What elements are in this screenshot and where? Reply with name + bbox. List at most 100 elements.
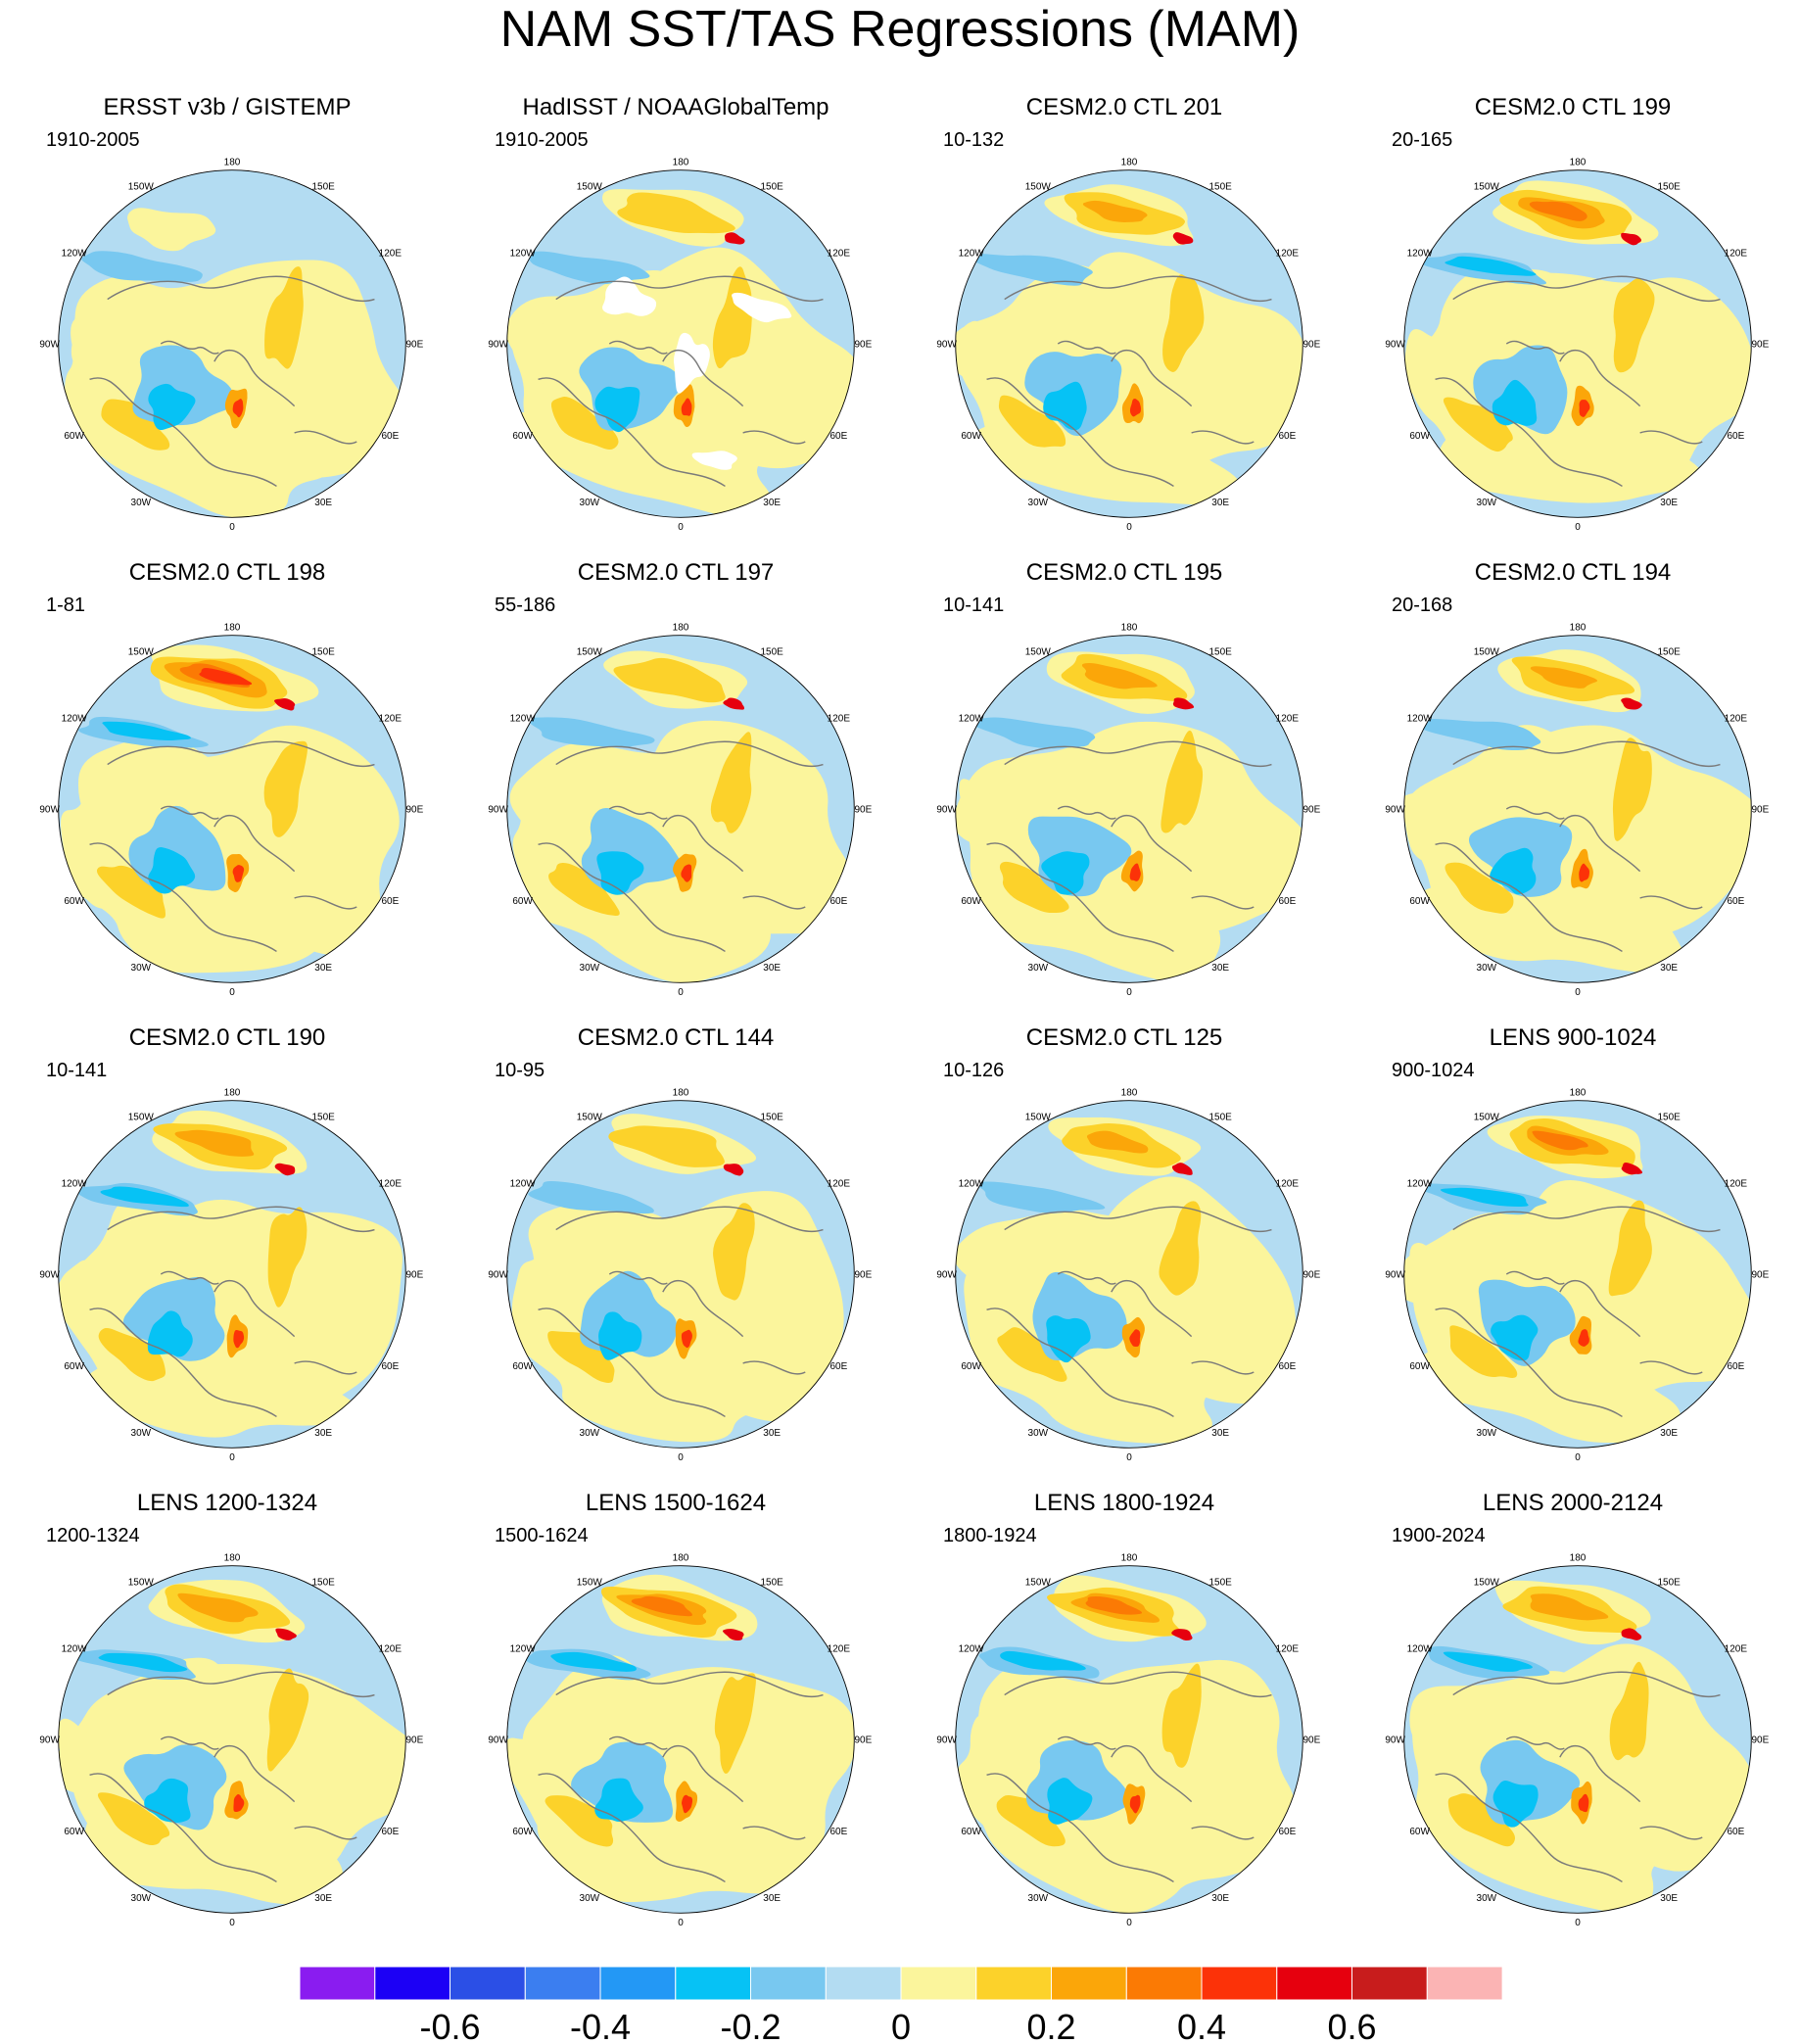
europe-warm-core <box>1579 863 1589 882</box>
longitude-label: 30E <box>763 1893 781 1904</box>
coastline <box>1191 1360 1255 1375</box>
longitude-label: 0 <box>678 1452 684 1463</box>
polar-map: 180 150E 120E 90E 60E 30E 0 30W 60W 90W 120W 150W <box>488 1087 872 1463</box>
figure-title: NAM SST/TAS Regressions (MAM) <box>499 1 1301 58</box>
coastline <box>1057 340 1116 355</box>
coastline <box>89 1773 277 1883</box>
coastline <box>1559 815 1641 873</box>
longitude-label: 60E <box>1278 1827 1296 1837</box>
coastline <box>1435 842 1623 953</box>
polar-map: 180 150E 120E 90E 60E 30E 0 30W 60W 90W 120W 150W <box>1385 1552 1769 1928</box>
coastline <box>608 340 668 355</box>
coastline <box>213 815 296 873</box>
longitude-label: 180 <box>224 622 241 633</box>
siberia-hotspot <box>722 1629 744 1641</box>
coastline <box>294 1826 357 1840</box>
cold-lobe-core <box>1047 1778 1093 1825</box>
coastline <box>1004 740 1272 767</box>
map-panel: CESM2.0 CTL 199 180 150E 120E 90E 60E 30E 0 30W 6… <box>1352 93 1793 553</box>
polar-map: 180 150E 120E 90E 60E 30E 0 30W 60W 90W 120W 150W <box>39 157 423 533</box>
longitude-label: 120E <box>379 248 403 259</box>
warm-band-atlantic <box>96 865 166 919</box>
longitude-label: 0 <box>1575 987 1581 998</box>
longitude-label: 90E <box>854 340 872 351</box>
coastline <box>1452 740 1721 767</box>
pacific-lobe-core <box>1086 1130 1149 1154</box>
coastline <box>1191 430 1255 445</box>
map-boundary <box>955 169 1303 518</box>
longitude-label: 0 <box>1575 522 1581 533</box>
warm-band-atlantic <box>545 1795 614 1847</box>
warm-band-atlantic <box>999 861 1069 914</box>
longitude-label: 180 <box>673 1087 689 1098</box>
pacific-lobe-peak <box>631 1595 693 1617</box>
cold-band-core <box>1440 1187 1529 1207</box>
cold-band-core <box>550 1651 638 1672</box>
longitude-label: 90W <box>39 805 60 816</box>
panel-period: 55-186 <box>495 594 556 616</box>
longitude-label: 180 <box>224 1552 241 1563</box>
coastline <box>538 842 726 953</box>
panel-title: CESM2.0 CTL 194 <box>1474 559 1672 586</box>
longitude-label: 120W <box>62 248 88 259</box>
pacific-lobe-peak <box>1529 201 1587 221</box>
longitude-label: 120E <box>379 1643 403 1654</box>
siberia-warm-band <box>1161 730 1204 833</box>
longitude-label: 120W <box>62 713 88 724</box>
siberia-hotspot <box>274 1163 296 1176</box>
coastline <box>986 1773 1174 1883</box>
coastline <box>742 1826 806 1840</box>
longitude-label: 120E <box>1725 1643 1748 1654</box>
longitude-label: 60W <box>961 431 981 442</box>
longitude-label: 60W <box>512 431 533 442</box>
map-panel: CESM2.0 CTL 197 180 150E 120E 90E 60E 30E 0 30W 6… <box>455 558 896 1019</box>
coastline <box>160 1270 219 1285</box>
map-field <box>506 1100 855 1449</box>
longitude-label: 90E <box>405 340 423 351</box>
longitude-label: 120W <box>510 1643 537 1654</box>
panel-title: LENS 1500-1624 <box>585 1490 767 1516</box>
longitude-label: 30W <box>580 963 600 974</box>
longitude-label: 60E <box>381 1827 399 1837</box>
longitude-label: 180 <box>1570 157 1587 167</box>
warm-band-atlantic <box>98 1327 166 1382</box>
panel-period: 1910-2005 <box>495 129 589 151</box>
cold-band-pacific <box>528 1181 654 1214</box>
longitude-label: 30E <box>1211 963 1229 974</box>
siberia-warm-band <box>1613 278 1655 373</box>
europe-warm-core <box>681 864 692 882</box>
longitude-label: 60W <box>1409 1361 1430 1372</box>
coastline <box>1452 1206 1721 1232</box>
coastline <box>107 1206 375 1232</box>
panel-title: CESM2.0 CTL 125 <box>1025 1024 1223 1051</box>
coastline <box>213 350 296 407</box>
longitude-label: 180 <box>673 622 689 633</box>
longitude-label: 60W <box>512 1827 533 1837</box>
missing-data-patch <box>732 292 792 323</box>
europe-warm-core <box>1578 1793 1589 1813</box>
siberia-hotspot <box>723 697 745 710</box>
map-panel: LENS 900-1024 180 150E 120E 90E 60E 30E 0 30W 60W… <box>1352 1023 1793 1484</box>
longitude-label: 120W <box>1407 1178 1434 1189</box>
europe-warm-core <box>682 1794 693 1814</box>
coastline <box>1505 1735 1565 1750</box>
coastline <box>1435 1773 1623 1883</box>
longitude-label: 120E <box>828 248 851 259</box>
longitude-label: 150E <box>1209 646 1233 657</box>
longitude-label: 90W <box>1385 340 1405 351</box>
longitude-label: 60E <box>1727 431 1744 442</box>
longitude-label: 150W <box>1025 646 1052 657</box>
cold-lobe-core <box>1043 381 1087 431</box>
pacific-lobe-core <box>1082 200 1148 222</box>
longitude-label: 150W <box>128 1112 155 1122</box>
longitude-label: 150E <box>1209 1112 1233 1122</box>
cold-band-pacific <box>1420 719 1541 751</box>
siberia-hotspot <box>1171 1629 1193 1641</box>
longitude-label: 90W <box>936 1270 957 1281</box>
panel-title: LENS 1200-1324 <box>136 1490 318 1516</box>
map-field <box>58 1100 406 1449</box>
coastline <box>294 1360 357 1375</box>
map-field <box>506 635 855 983</box>
longitude-label: 150E <box>1658 1112 1682 1122</box>
polar-map: 180 150E 120E 90E 60E 30E 0 30W 60W 90W 120W 150W <box>1385 1087 1769 1463</box>
